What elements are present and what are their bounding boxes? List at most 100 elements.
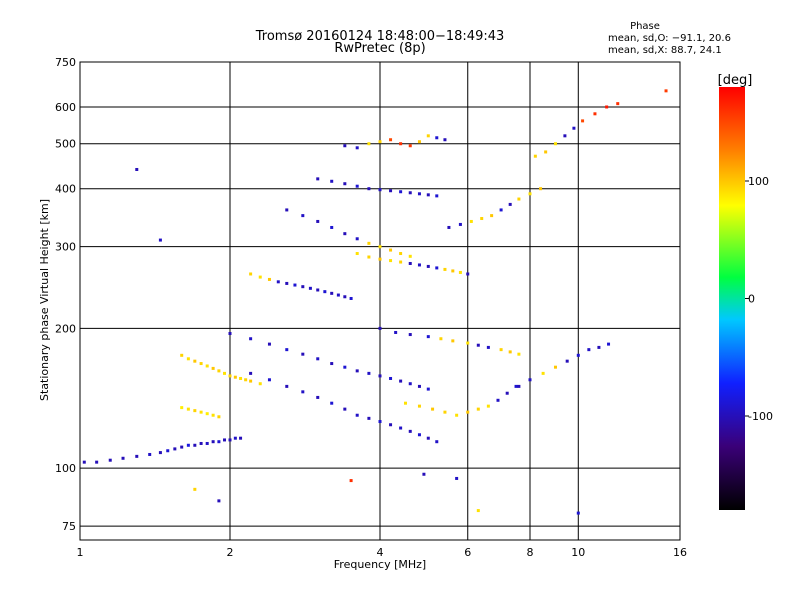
data-point <box>378 257 382 261</box>
data-point <box>417 433 421 437</box>
data-point <box>664 89 668 93</box>
data-point <box>193 487 197 491</box>
data-point <box>193 409 197 413</box>
data-point <box>443 267 447 271</box>
data-point <box>205 441 209 445</box>
data-point <box>476 509 480 513</box>
data-point <box>389 138 393 142</box>
data-point <box>239 376 243 380</box>
data-point <box>505 391 509 395</box>
data-point <box>223 371 227 375</box>
data-point <box>148 452 152 456</box>
data-point <box>330 225 334 229</box>
y-tick-label: 200 <box>55 322 76 335</box>
y-tick-label: 400 <box>55 183 76 196</box>
data-point <box>180 445 184 449</box>
colorbar-tick-label: 100 <box>748 175 769 188</box>
data-point <box>367 241 371 245</box>
data-point <box>343 295 347 299</box>
data-point <box>285 348 289 352</box>
data-point <box>158 451 162 455</box>
data-point <box>285 208 289 212</box>
data-point <box>367 371 371 375</box>
data-point <box>108 458 112 462</box>
data-point <box>186 407 190 411</box>
data-point <box>443 138 447 142</box>
data-point <box>330 179 334 183</box>
data-point <box>343 232 347 236</box>
x-tick-label: 10 <box>571 546 585 559</box>
data-point <box>517 384 521 388</box>
data-point <box>378 374 382 378</box>
data-point <box>508 202 512 206</box>
data-point <box>544 150 548 154</box>
stats-line-x: mean, sd,X: 88.7, 24.1 <box>608 45 722 56</box>
data-point <box>417 192 421 196</box>
data-point <box>480 217 484 221</box>
data-point <box>367 187 371 191</box>
data-point <box>316 177 320 181</box>
data-point <box>249 272 253 276</box>
data-point <box>597 345 601 349</box>
data-point <box>343 182 347 186</box>
stats-line-o: mean, sd,O: −91.1, 20.6 <box>608 33 731 44</box>
data-point <box>95 460 99 464</box>
data-point <box>458 222 462 226</box>
data-point <box>486 345 490 349</box>
data-point <box>378 326 382 330</box>
data-point <box>199 410 203 414</box>
data-point <box>389 189 393 193</box>
data-point <box>499 208 503 212</box>
data-point <box>439 337 443 341</box>
data-point <box>451 339 455 343</box>
data-point <box>426 436 430 440</box>
x-tick-label: 1 <box>77 546 84 559</box>
data-point <box>417 384 421 388</box>
data-point <box>486 404 490 408</box>
data-point <box>514 384 518 388</box>
data-point <box>355 184 359 188</box>
data-point <box>517 352 521 356</box>
data-point <box>228 332 232 336</box>
data-point <box>476 407 480 411</box>
data-point <box>330 291 334 295</box>
data-point <box>466 410 470 414</box>
data-point <box>233 436 237 440</box>
data-point <box>267 378 271 382</box>
data-point <box>417 404 421 408</box>
data-point <box>316 357 320 361</box>
data-point <box>308 286 312 290</box>
data-point <box>508 350 512 354</box>
data-point <box>121 456 125 460</box>
x-tick-label: 8 <box>527 546 534 559</box>
data-point <box>426 387 430 391</box>
data-point <box>249 379 253 383</box>
data-point <box>367 142 371 146</box>
data-point <box>528 192 532 196</box>
x-tick-label: 16 <box>673 546 687 559</box>
data-point <box>228 438 232 442</box>
colorbar-tick-label: 0 <box>748 293 755 306</box>
data-point <box>389 423 393 427</box>
data-point <box>301 285 305 289</box>
data-point <box>336 293 340 297</box>
data-point <box>408 261 412 265</box>
data-point <box>276 280 280 284</box>
data-point <box>378 140 382 144</box>
data-point <box>469 219 473 223</box>
data-point <box>349 296 353 300</box>
data-point <box>378 245 382 249</box>
data-point <box>399 142 403 146</box>
data-point <box>394 330 398 334</box>
data-point <box>417 140 421 144</box>
data-point <box>451 269 455 273</box>
data-point <box>528 378 532 382</box>
y-tick-label: 300 <box>55 241 76 254</box>
data-point <box>323 290 327 294</box>
data-point <box>211 366 215 370</box>
data-point <box>211 440 215 444</box>
data-point <box>367 255 371 259</box>
data-point <box>267 277 271 281</box>
x-tick-label: 2 <box>227 546 234 559</box>
data-point <box>316 219 320 223</box>
